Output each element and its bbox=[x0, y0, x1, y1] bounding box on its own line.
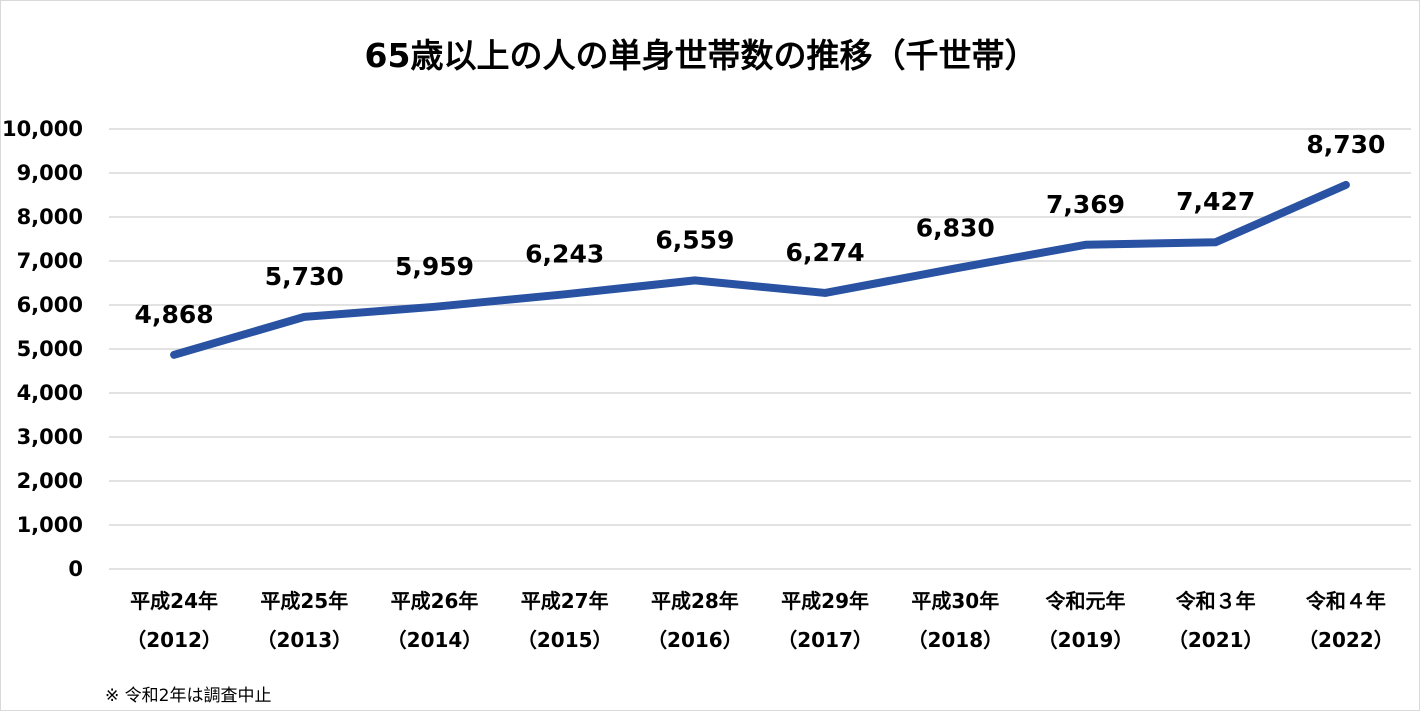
data-label: 6,830 bbox=[916, 213, 995, 242]
series-line bbox=[170, 180, 1350, 359]
x-tick-sublabel: （2016） bbox=[647, 628, 743, 652]
x-tick-label: 平成24年 bbox=[130, 589, 218, 613]
x-tick-sublabel: （2013） bbox=[256, 628, 352, 652]
y-tick-label: 7,000 bbox=[17, 249, 83, 273]
x-tick-label: 令和元年 bbox=[1046, 589, 1126, 613]
data-label: 5,730 bbox=[265, 262, 344, 291]
y-tick-label: 2,000 bbox=[17, 469, 83, 493]
y-tick-label: 8,000 bbox=[17, 205, 83, 229]
x-tick-label: 平成26年 bbox=[391, 589, 479, 613]
x-tick-label: 平成25年 bbox=[260, 589, 348, 613]
x-tick-label: 平成30年 bbox=[911, 589, 999, 613]
x-tick-label: 令和３年 bbox=[1176, 589, 1256, 613]
data-label: 8,730 bbox=[1306, 130, 1385, 159]
y-tick-label: 10,000 bbox=[2, 117, 83, 141]
y-tick-label: 3,000 bbox=[17, 425, 83, 449]
x-tick-sublabel: （2014） bbox=[387, 628, 483, 652]
data-label: 7,369 bbox=[1046, 190, 1125, 219]
y-tick-label: 1,000 bbox=[17, 513, 83, 537]
x-tick-sublabel: （2019） bbox=[1038, 628, 1134, 652]
y-tick-label: 5,000 bbox=[17, 337, 83, 361]
x-tick-label: 令和４年 bbox=[1306, 589, 1386, 613]
x-tick-sublabel: （2022） bbox=[1298, 628, 1394, 652]
data-label: 6,559 bbox=[655, 225, 734, 254]
footnote: ※ 令和2年は調査中止 bbox=[105, 686, 272, 706]
data-label: 6,243 bbox=[525, 239, 604, 268]
x-tick-label: 平成29年 bbox=[781, 589, 869, 613]
data-label: 7,427 bbox=[1176, 187, 1255, 216]
data-label: 5,959 bbox=[395, 252, 474, 281]
x-tick-sublabel: （2021） bbox=[1168, 628, 1264, 652]
y-tick-label: 0 bbox=[68, 557, 83, 581]
y-tick-label: 6,000 bbox=[17, 293, 83, 317]
chart-title: 65歳以上の人の単身世帯数の推移（千世帯） bbox=[364, 36, 1038, 75]
x-tick-sublabel: （2017） bbox=[777, 628, 873, 652]
data-label: 6,274 bbox=[786, 238, 865, 267]
x-tick-sublabel: （2012） bbox=[126, 628, 222, 652]
y-tick-label: 4,000 bbox=[17, 381, 83, 405]
x-tick-sublabel: （2015） bbox=[517, 628, 613, 652]
x-tick-sublabel: （2018） bbox=[907, 628, 1003, 652]
y-tick-label: 9,000 bbox=[17, 161, 83, 185]
x-tick-label: 平成27年 bbox=[521, 589, 609, 613]
x-tick-label: 平成28年 bbox=[651, 589, 739, 613]
data-label: 4,868 bbox=[135, 300, 214, 329]
